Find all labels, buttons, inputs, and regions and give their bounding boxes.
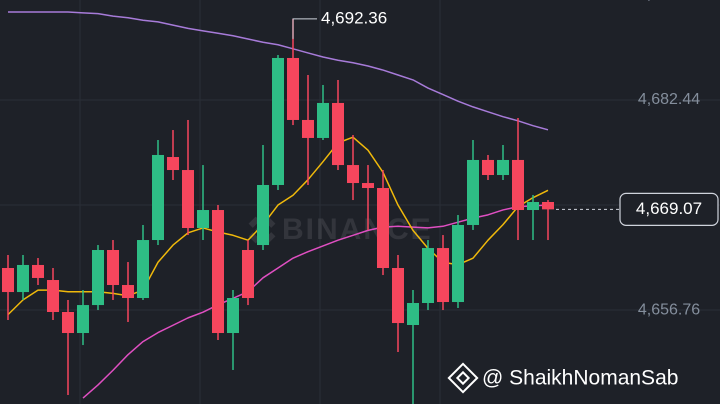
candle-body [362,183,374,189]
candle-body [392,267,404,324]
overlay: 4,692.36 4,669.07 [292,8,719,226]
candle-body [302,119,314,138]
credit-logo [447,362,479,394]
candle-body [2,267,14,293]
candle-body [317,102,329,138]
candle-body [257,184,269,246]
candle-body [182,170,194,229]
candle-body [347,165,359,184]
candle-body [527,202,539,211]
candle-body [452,224,464,303]
candle-body [122,285,134,299]
candle-body [272,57,284,185]
y-tick-label: 4,682.44 [638,91,700,108]
candle-body [107,250,119,286]
candle-body [152,154,164,241]
candle-body [17,264,29,293]
candle-body [47,280,59,312]
candle-body [197,210,209,229]
candle-body [407,303,419,325]
candle-body [377,188,389,268]
candle-body [542,202,554,210]
last-price-box [619,192,719,226]
candle-body [437,248,449,303]
candle-body [212,210,224,334]
credit-text: @ ShaikhNomanSab [482,367,678,390]
moving-average-line [8,11,549,131]
candle-body [92,250,104,306]
candle-body [242,250,254,299]
last-price-label: 4,669.07 [636,199,702,218]
annotation-leader [292,18,317,39]
annotation-label: 4,692.36 [321,8,387,27]
candle-body [77,305,89,334]
candles [2,18,554,404]
candle-body [482,159,494,176]
candle-body [32,264,44,278]
candle-body [287,57,299,120]
time-grid [79,0,441,404]
candle-body [497,159,509,176]
credit: @ ShaikhNomanSab [447,362,678,394]
candle-body [512,159,524,211]
candle-body [332,102,344,166]
candle-body [62,311,74,334]
y-tick-label: 4,695.28 [638,0,700,3]
y-tick-label: 4,656.76 [638,301,700,318]
candle-body [227,298,239,334]
watermark-text: BINANCE [282,213,433,246]
candle-body [422,248,434,303]
candle-body [467,159,479,225]
candle-body [137,240,149,299]
candle-body [167,157,179,171]
